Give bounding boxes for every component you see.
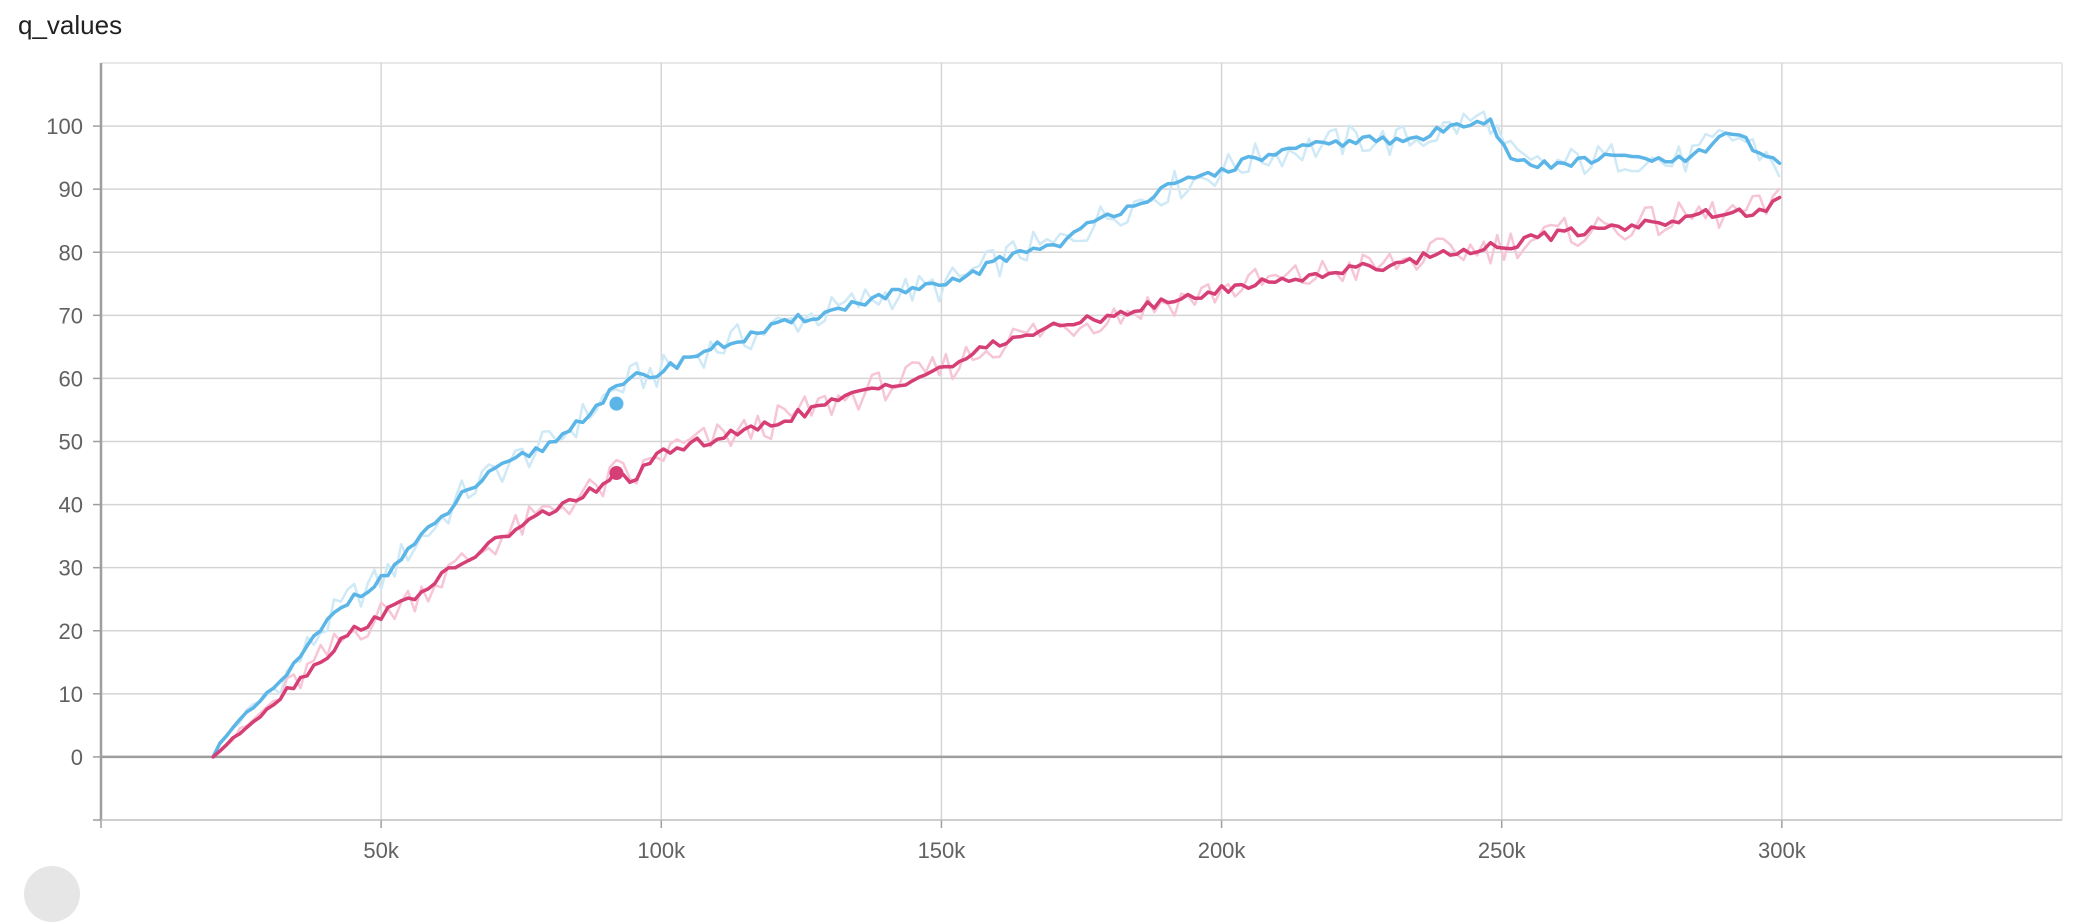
y-tick-label: 40: [59, 493, 83, 518]
y-tick-label: 70: [59, 303, 83, 328]
axis-layer: [93, 63, 2062, 828]
x-tick-label: 100k: [637, 838, 686, 863]
tick-label-layer: 0 10 20 30 40 50 60 70 80 90 100 50k 100k 150k 200k 250…: [46, 114, 1806, 863]
x-tick-label: 150k: [918, 838, 967, 863]
y-tick-label: 30: [59, 556, 83, 581]
chart-title: q_values: [18, 10, 123, 40]
series-line-run-blue: [211, 117, 1782, 759]
y-tick-label: 20: [59, 619, 83, 644]
y-tick-label: 10: [59, 682, 83, 707]
marker-layer: [609, 396, 624, 481]
hover-marker-run-blue: [609, 396, 624, 411]
y-tick-label: 100: [46, 114, 83, 139]
raw-series-layer: [211, 110, 1781, 758]
series-line-run-pink: [211, 195, 1782, 759]
y-tick-label: 0: [71, 745, 83, 770]
hover-marker-run-pink: [609, 466, 624, 481]
y-tick-label: 50: [59, 430, 83, 455]
x-tick-label: 200k: [1198, 838, 1247, 863]
grid-layer: [101, 62, 2063, 820]
series-raw-line-run-pink: [212, 187, 1781, 758]
y-tick-label: 60: [59, 366, 83, 391]
x-tick-label: 300k: [1758, 838, 1807, 863]
line-chart: 0 10 20 30 40 50 60 70 80 90 100 50k 100k 150k 200k 250…: [46, 62, 2063, 863]
series-raw-line-run-blue: [211, 110, 1781, 758]
series-layer: [211, 117, 1782, 759]
x-tick-label: 50k: [363, 838, 399, 863]
x-tick-label: 250k: [1478, 838, 1527, 863]
corner-avatar-button[interactable]: [24, 866, 80, 922]
y-tick-label: 90: [59, 177, 83, 202]
y-tick-label: 80: [59, 240, 83, 265]
